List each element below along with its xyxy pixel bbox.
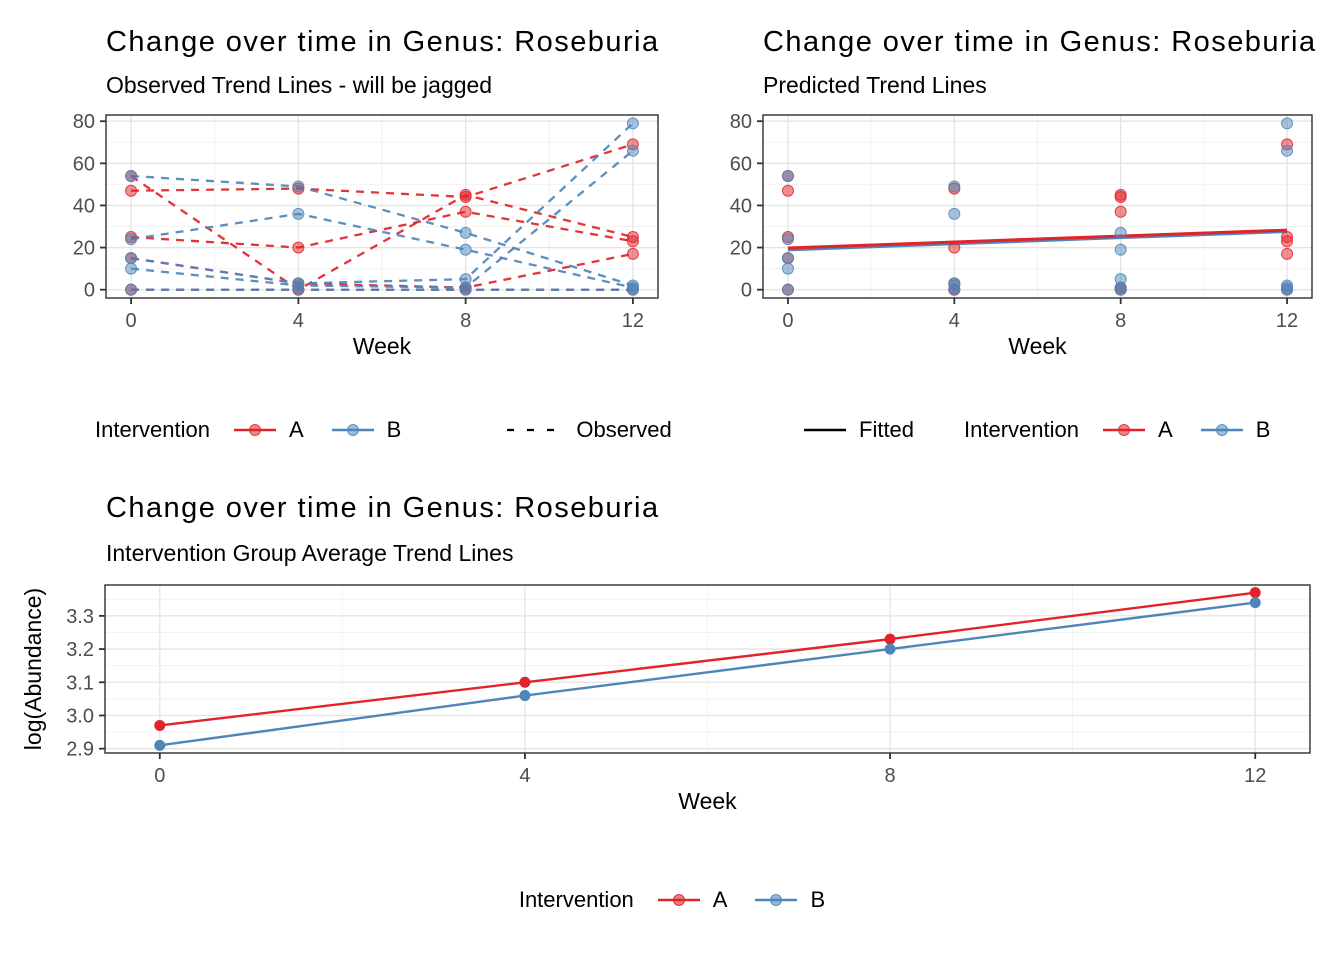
svg-text:12: 12 xyxy=(622,310,644,332)
intervention-a-key-icon xyxy=(657,894,700,906)
predicted-chart-title: Change over time in Genus: Roseburia xyxy=(763,26,1317,58)
svg-text:60: 60 xyxy=(730,153,752,175)
legend-item-b: B xyxy=(753,887,825,913)
svg-text:20: 20 xyxy=(730,238,752,260)
legend-item-a: A xyxy=(1101,417,1173,443)
svg-text:0: 0 xyxy=(84,280,95,302)
svg-text:log(Abundance): log(Abundance) xyxy=(20,588,46,750)
legend-label-a: A xyxy=(1158,417,1173,442)
intervention-a-key-icon xyxy=(233,424,276,436)
svg-text:12: 12 xyxy=(1244,765,1266,787)
svg-text:Week: Week xyxy=(353,333,412,359)
svg-text:3.3: 3.3 xyxy=(66,606,94,628)
svg-text:8: 8 xyxy=(885,765,896,787)
legend-label-b: B xyxy=(386,417,402,442)
svg-text:40: 40 xyxy=(730,195,752,217)
observed-chart-canvas: 0 4 8 12 0 20 40 60 80 Week xyxy=(73,111,659,359)
average-chart-title: Change over time in Genus: Roseburia xyxy=(106,492,660,524)
intervention-b-key-icon xyxy=(1200,424,1243,436)
svg-text:40: 40 xyxy=(73,195,95,217)
observed-trend-chart: Change over time in Genus: Roseburia Obs… xyxy=(0,0,672,460)
svg-text:0: 0 xyxy=(741,280,752,302)
svg-text:Week: Week xyxy=(1008,333,1067,359)
intervention-b-key-icon xyxy=(755,894,798,906)
predicted-chart-subtitle: Predicted Trend Lines xyxy=(763,72,987,98)
svg-text:4: 4 xyxy=(949,310,960,332)
predicted-chart-canvas: 0 4 8 12 0 20 40 60 80 Week xyxy=(730,111,1313,359)
svg-text:20: 20 xyxy=(73,238,95,260)
legend-item-a: A xyxy=(656,887,728,913)
legend-item-fitted: Fitted xyxy=(802,417,914,443)
svg-text:0: 0 xyxy=(154,765,165,787)
svg-text:80: 80 xyxy=(73,111,95,133)
legend-item-observed: Observed xyxy=(505,417,672,443)
legend-label-a: A xyxy=(288,417,304,442)
svg-text:3.2: 3.2 xyxy=(66,639,94,661)
observed-chart-subtitle: Observed Trend Lines - will be jagged xyxy=(106,72,493,98)
svg-text:0: 0 xyxy=(782,310,793,332)
group-average-chart: Change over time in Genus: Roseburia Int… xyxy=(0,460,1344,960)
svg-text:3.1: 3.1 xyxy=(66,672,94,694)
legend-label-b: B xyxy=(810,887,826,912)
svg-text:2.9: 2.9 xyxy=(66,739,94,761)
average-chart-legend: Intervention A B xyxy=(0,878,1344,922)
average-chart-canvas: 0 4 8 12 2.9 3.0 3.1 3.2 3.3 Week log(Abundance) xyxy=(20,584,1311,814)
svg-text:Week: Week xyxy=(678,788,737,814)
svg-text:8: 8 xyxy=(460,310,471,332)
predicted-trend-chart: Change over time in Genus: Roseburia Pre… xyxy=(672,0,1344,460)
svg-text:3.0: 3.0 xyxy=(66,705,94,727)
svg-text:60: 60 xyxy=(73,153,95,175)
legend-label-observed: Observed xyxy=(576,417,672,442)
legend-label-a: A xyxy=(712,887,728,912)
legend-label-fitted: Fitted xyxy=(859,417,915,442)
observed-dashed-key-icon xyxy=(507,428,564,432)
svg-text:4: 4 xyxy=(519,765,530,787)
legend-title: Intervention xyxy=(95,417,210,442)
legend-item-b: B xyxy=(330,417,402,443)
observed-chart-legend: Intervention A B Observed xyxy=(95,408,672,452)
intervention-b-key-icon xyxy=(331,424,374,436)
legend-item-a: A xyxy=(232,417,304,443)
predicted-chart-legend: Fitted Intervention A B xyxy=(802,408,1270,452)
svg-text:8: 8 xyxy=(1115,310,1126,332)
average-chart-subtitle: Intervention Group Average Trend Lines xyxy=(106,540,514,566)
svg-text:0: 0 xyxy=(126,310,137,332)
fitted-solid-key-icon xyxy=(804,428,846,432)
svg-text:4: 4 xyxy=(293,310,304,332)
svg-text:12: 12 xyxy=(1276,310,1298,332)
legend-title: Intervention xyxy=(518,887,634,912)
observed-chart-title: Change over time in Genus: Roseburia xyxy=(106,26,660,58)
intervention-a-key-icon xyxy=(1103,424,1145,436)
legend-title: Intervention xyxy=(964,417,1079,442)
svg-text:80: 80 xyxy=(730,111,752,133)
legend-label-b: B xyxy=(1255,417,1271,442)
legend-item-b: B xyxy=(1199,417,1271,443)
